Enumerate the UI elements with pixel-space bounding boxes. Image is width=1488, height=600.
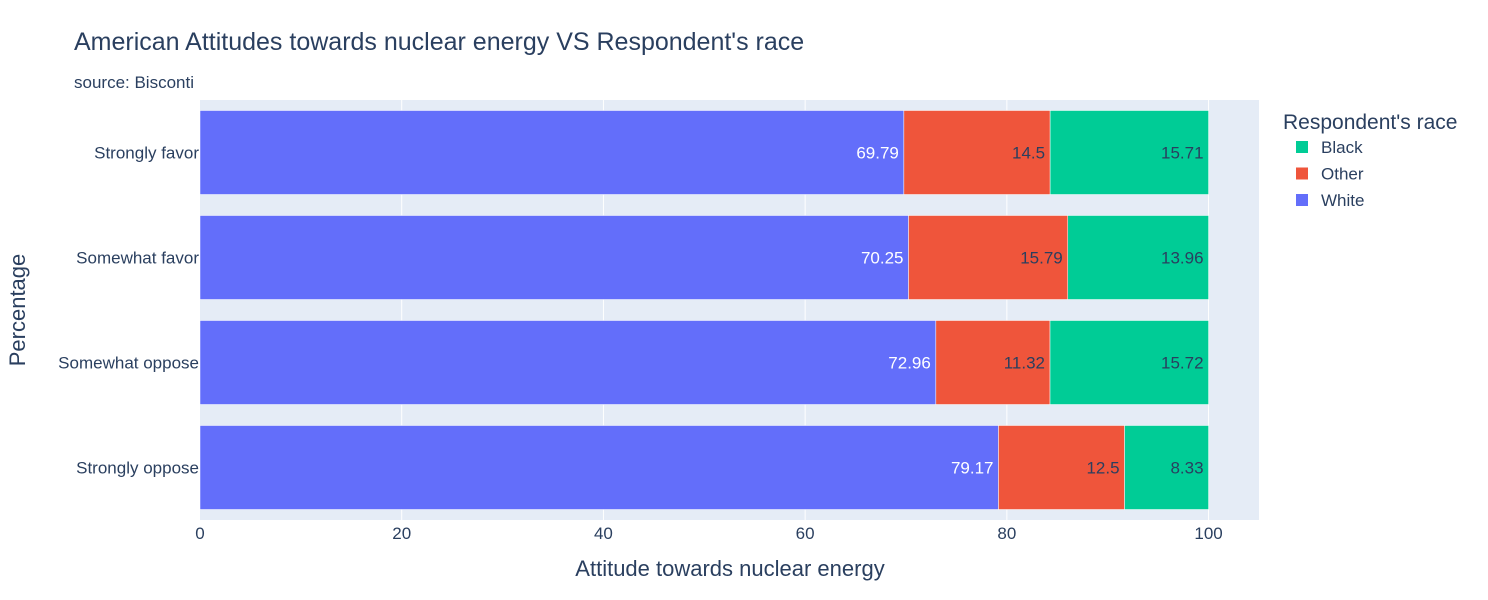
x-tick-label: 60 [796, 524, 815, 543]
x-tick-label: 40 [594, 524, 613, 543]
x-axis-title: Attitude towards nuclear energy [575, 556, 884, 581]
bar-value-label: 15.79 [1020, 249, 1063, 268]
y-tick-label: Somewhat oppose [58, 354, 199, 373]
chart-title: American Attitudes towards nuclear energ… [74, 28, 804, 56]
bar-other [903, 110, 1051, 195]
legend-item-black: Black [1321, 138, 1363, 157]
bar-value-label: 79.17 [951, 459, 994, 478]
bar-value-label: 12.5 [1086, 459, 1119, 478]
bar-value-label: 69.79 [856, 144, 899, 163]
bar-other [935, 320, 1051, 405]
bar-value-label: 11.32 [1004, 354, 1045, 373]
bar-value-label: 72.96 [888, 354, 931, 373]
chart-subtitle: source: Bisconti [74, 73, 194, 92]
legend-swatch-white [1296, 194, 1308, 206]
y-tick-label: Strongly favor [94, 144, 199, 163]
bar-other [998, 425, 1125, 510]
y-tick-labels: Strongly favor Somewhat favor Somewhat opp… [58, 144, 199, 478]
bar-value-label: 15.71 [1161, 144, 1204, 163]
bar-value-label: 14.5 [1012, 144, 1045, 163]
legend-item-white: White [1321, 191, 1364, 210]
legend-item-other: Other [1321, 165, 1364, 184]
legend-swatch-other [1296, 167, 1308, 180]
x-tick-label: 100 [1194, 524, 1222, 543]
bar-white [199, 215, 909, 300]
legend: Respondent's race Black Other White [1283, 111, 1457, 210]
x-tick-label: 80 [997, 524, 1016, 543]
legend-swatch-black [1296, 141, 1308, 153]
bar-value-label: 15.72 [1161, 354, 1204, 373]
bar-other [908, 215, 1069, 300]
bar-value-label: 70.25 [861, 249, 904, 268]
y-axis-title: Percentage [5, 254, 30, 367]
bar-white [199, 425, 999, 510]
legend-title: Respondent's race [1283, 111, 1457, 134]
bar-black [1067, 215, 1209, 300]
y-tick-label: Somewhat favor [76, 249, 199, 268]
bar-value-label: 13.96 [1161, 249, 1204, 268]
bar-black [1124, 425, 1209, 510]
x-tick-labels: 0 20 40 60 80 100 [195, 524, 1222, 543]
x-tick-label: 0 [195, 524, 204, 543]
bar-black [1049, 110, 1209, 195]
y-tick-label: Strongly oppose [76, 459, 199, 478]
bar-white [199, 320, 937, 405]
x-tick-label: 20 [392, 524, 411, 543]
bar-value-label: 8.33 [1170, 459, 1203, 478]
bars: 69.79 14.5 15.71 70.25 15.79 13.96 72.96 11.32 1… [199, 110, 1209, 510]
bar-black [1049, 320, 1209, 405]
bar-white [199, 110, 905, 195]
